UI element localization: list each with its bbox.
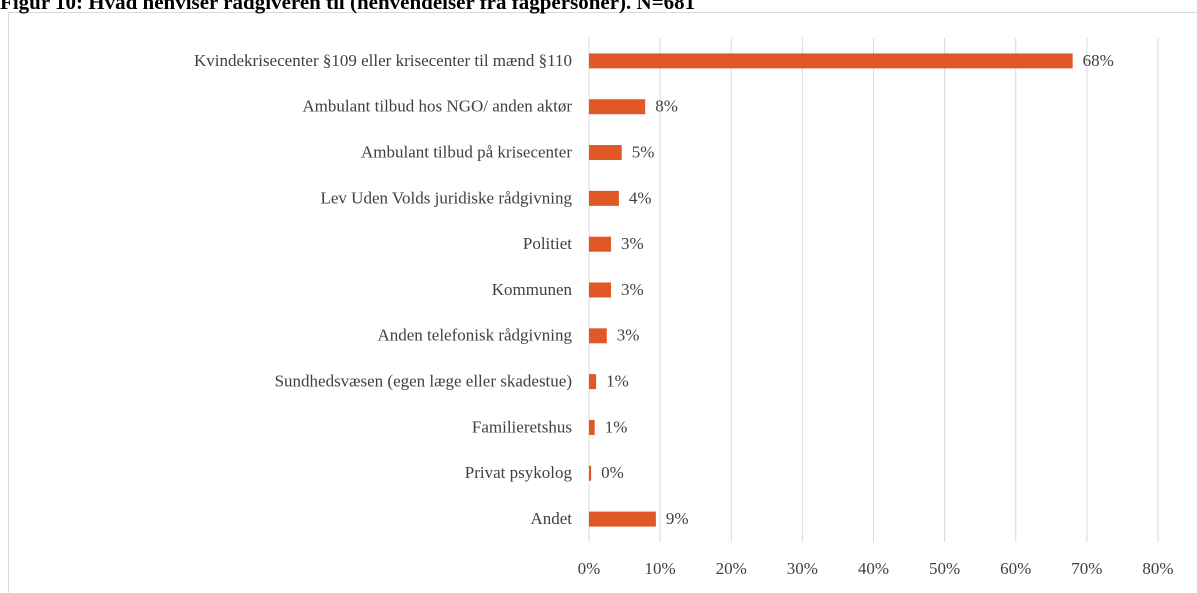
value-label: 1% — [605, 417, 628, 436]
y-tick-label: Privat psykolog — [465, 463, 573, 482]
bar — [589, 328, 607, 344]
value-label: 1% — [606, 372, 629, 391]
bar — [589, 511, 656, 527]
y-tick-label: Lev Uden Volds juridiske rådgivning — [320, 188, 572, 207]
x-tick-label: 70% — [1071, 559, 1102, 578]
value-label: 5% — [632, 142, 655, 161]
y-tick-label: Andet — [530, 509, 572, 528]
x-tick-label: 30% — [787, 559, 818, 578]
bar — [589, 236, 612, 252]
bar — [589, 99, 646, 115]
y-tick-label: Ambulant tilbud hos NGO/ anden aktør — [302, 97, 572, 116]
y-tick-label: Anden telefonisk rådgivning — [377, 326, 572, 345]
value-label: 0% — [601, 463, 624, 482]
y-tick-label: Kvindekrisecenter §109 eller krisecenter… — [194, 51, 572, 70]
bar — [589, 53, 1073, 69]
bar — [589, 145, 622, 161]
x-tick-label: 80% — [1142, 559, 1173, 578]
x-tick-label: 10% — [645, 559, 676, 578]
value-label: 68% — [1083, 51, 1114, 70]
x-tick-label: 40% — [858, 559, 889, 578]
x-tick-label: 50% — [929, 559, 960, 578]
x-tick-label: 0% — [578, 559, 601, 578]
bar — [589, 465, 592, 481]
y-tick-label: Kommunen — [492, 280, 573, 299]
value-label: 4% — [629, 188, 652, 207]
bar — [589, 190, 619, 206]
y-tick-label: Familieretshus — [472, 417, 572, 436]
bar — [589, 419, 595, 435]
chart-title: Figur 10: Hvad henviser rådgiveren til (… — [0, 0, 695, 14]
x-tick-label: 60% — [1000, 559, 1031, 578]
value-label: 3% — [617, 326, 640, 345]
bar — [589, 282, 612, 298]
y-tick-label: Politiet — [523, 234, 572, 253]
y-tick-label: Ambulant tilbud på krisecenter — [361, 142, 572, 161]
value-label: 3% — [621, 234, 644, 253]
value-label: 3% — [621, 280, 644, 299]
x-tick-label: 20% — [716, 559, 747, 578]
value-label: 9% — [666, 509, 689, 528]
chart-frame — [8, 12, 1197, 593]
y-tick-label: Sundhedsvæsen (egen læge eller skadestue… — [275, 372, 572, 391]
value-label: 8% — [655, 97, 678, 116]
bar — [589, 374, 597, 390]
